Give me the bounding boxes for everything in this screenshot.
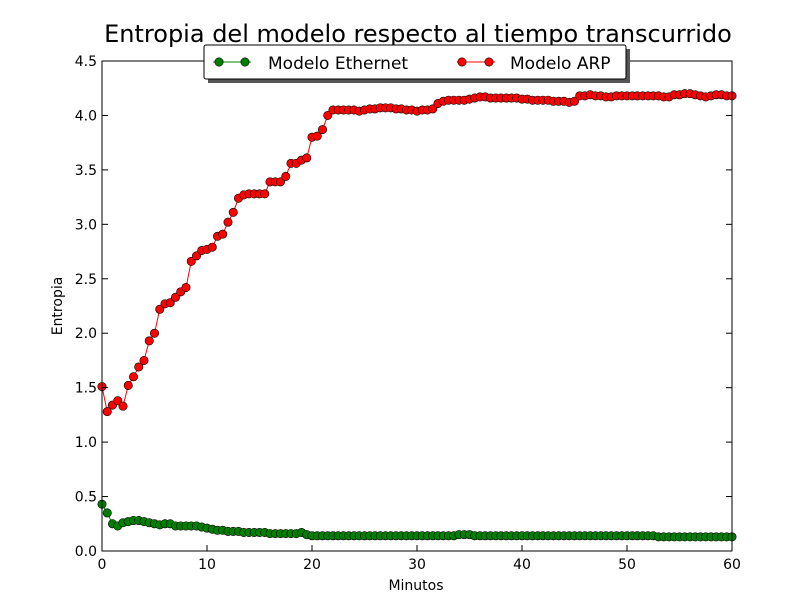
x-tick-label: 10 <box>198 557 216 573</box>
data-point-1 <box>192 251 202 261</box>
data-point-1 <box>144 336 154 346</box>
data-point-1 <box>228 207 238 217</box>
y-tick-label: 3.0 <box>75 217 97 233</box>
x-tick-label: 20 <box>303 557 321 573</box>
data-point-1 <box>134 362 144 372</box>
data-point-1 <box>102 407 112 417</box>
x-tick-label: 30 <box>408 557 426 573</box>
y-tick-label: 1.0 <box>75 435 97 451</box>
y-tick-label: 0.0 <box>75 544 97 560</box>
y-tick-label: 4.0 <box>75 108 97 124</box>
data-point-1 <box>428 104 438 114</box>
x-tick-label: 60 <box>723 557 741 573</box>
data-point-1 <box>171 292 181 302</box>
y-tick-label: 4.5 <box>75 54 97 70</box>
data-point-1 <box>123 380 133 390</box>
plot-area <box>97 89 737 542</box>
y-tick-label: 3.5 <box>75 163 97 179</box>
data-point-1 <box>139 355 149 365</box>
data-point-1 <box>323 110 333 120</box>
data-point-1 <box>207 242 217 252</box>
data-point-1 <box>317 125 327 135</box>
data-point-1 <box>312 131 322 141</box>
legend: Modelo Ethernet Modelo ARP <box>203 44 630 83</box>
legend-arp-marker <box>457 57 467 67</box>
x-tick-label: 0 <box>98 557 107 573</box>
y-tick-label: 2.5 <box>75 272 97 288</box>
legend-arp-marker <box>484 57 494 67</box>
y-tick-label: 2.0 <box>75 326 97 342</box>
x-tick-label: 50 <box>618 557 636 573</box>
data-point-1 <box>223 217 233 227</box>
data-point-1 <box>155 304 165 314</box>
data-point-1 <box>118 401 128 411</box>
data-point-1 <box>569 96 579 106</box>
legend-box <box>203 44 627 80</box>
legend-ethernet-label: Modelo Ethernet <box>268 54 408 74</box>
data-point-0 <box>102 508 112 518</box>
chart-title: Entropia del modelo respecto al tiempo t… <box>104 20 732 48</box>
data-point-1 <box>218 229 228 239</box>
legend-ethernet-marker <box>240 57 250 67</box>
data-point-1 <box>165 298 175 308</box>
data-point-1 <box>150 328 160 338</box>
y-tick-label: 0.5 <box>75 490 97 506</box>
data-point-1 <box>181 282 191 292</box>
x-axis-label: Minutos <box>388 578 443 594</box>
data-point-1 <box>281 171 291 181</box>
data-point-1 <box>302 153 312 163</box>
legend-arp-label: Modelo ARP <box>510 54 611 74</box>
data-point-1 <box>275 177 285 187</box>
data-point-1 <box>260 189 270 199</box>
data-point-1 <box>129 372 139 382</box>
y-axis-label: Entropia <box>50 277 66 336</box>
legend-ethernet-marker <box>214 57 224 67</box>
y-tick-label: 1.5 <box>75 381 97 397</box>
x-tick-label: 40 <box>513 557 531 573</box>
data-point-1 <box>186 256 196 266</box>
data-point-1 <box>113 396 123 406</box>
